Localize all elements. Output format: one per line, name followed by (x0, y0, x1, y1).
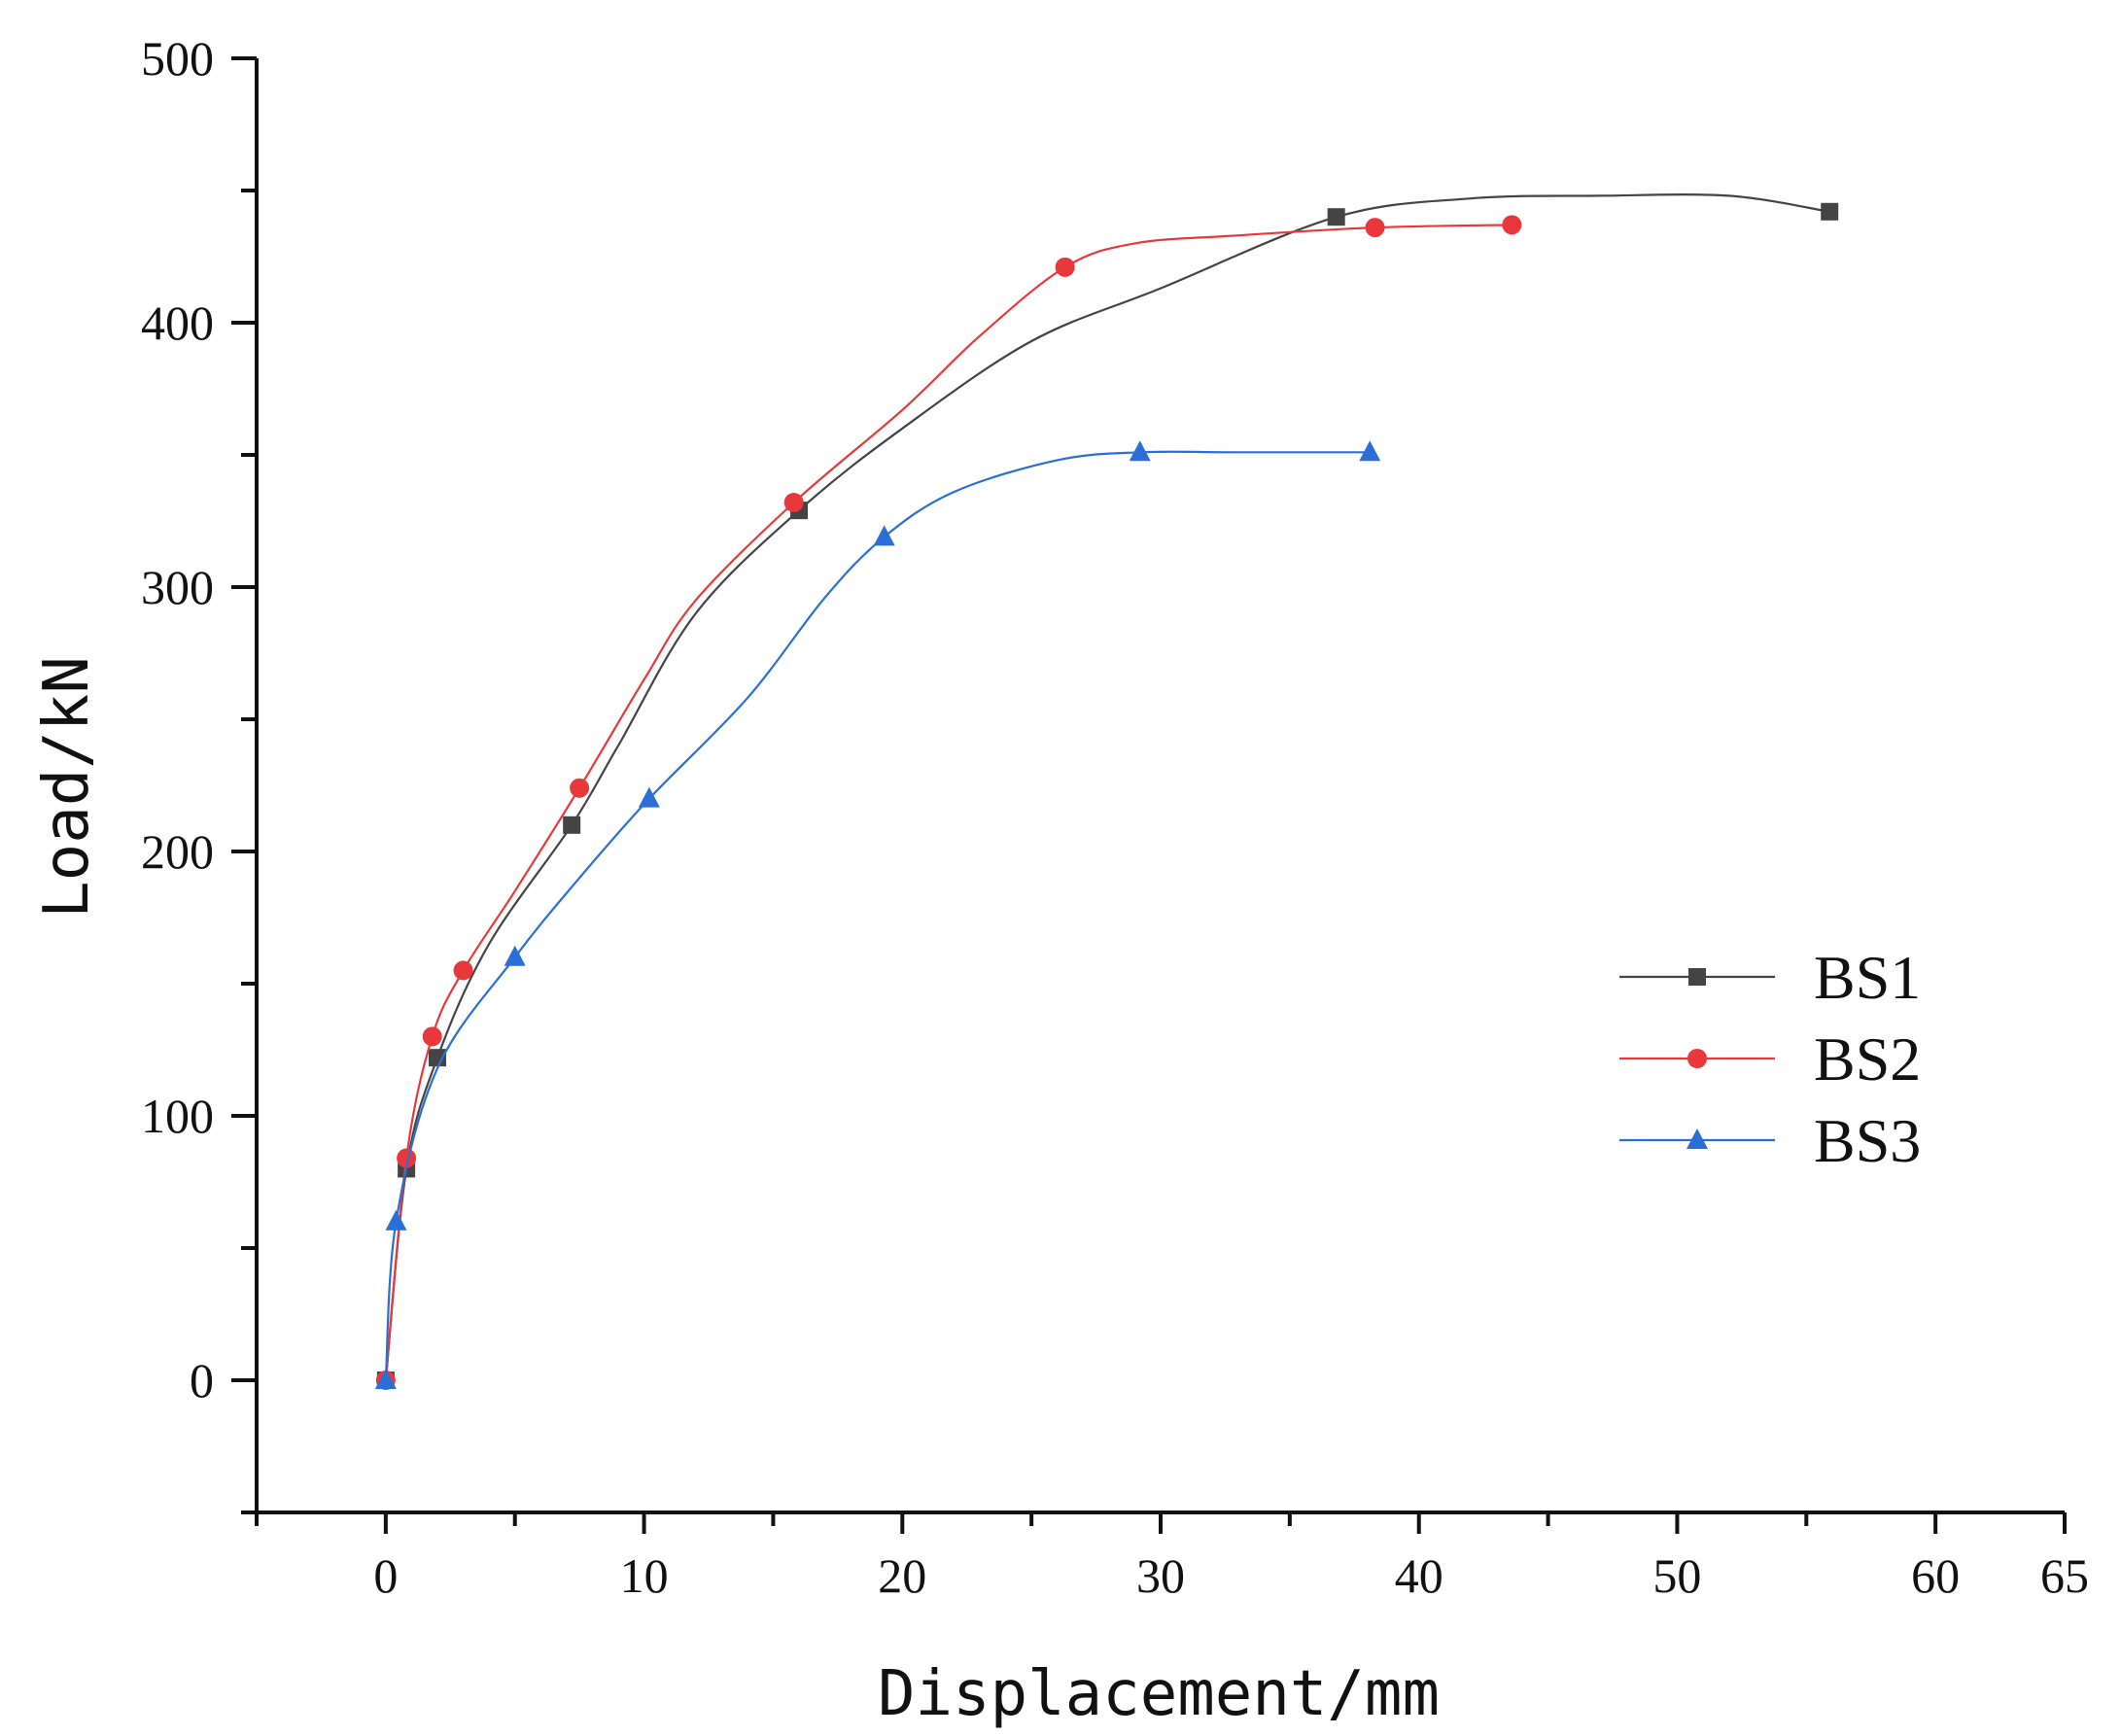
y-tick-label: 300 (141, 560, 214, 614)
series-group (374, 193, 1839, 1390)
data-point-bs2 (1365, 218, 1385, 238)
data-point-bs3 (385, 1209, 407, 1231)
data-point-bs2 (397, 1148, 417, 1168)
data-point-bs1 (563, 816, 581, 834)
x-tick-label: 20 (878, 1548, 926, 1603)
legend-item-bs1: BS1 (1619, 943, 1921, 1012)
data-point-bs2 (783, 492, 804, 512)
y-axis-title: Load/kN (31, 656, 103, 919)
y-tick-label: 400 (141, 295, 214, 350)
legend-item-bs3: BS3 (1619, 1106, 1921, 1175)
x-tick-label: 50 (1652, 1548, 1701, 1603)
x-tick-label: 0 (373, 1548, 398, 1603)
data-point-bs2 (1055, 257, 1075, 277)
y-tick-label: 0 (190, 1353, 214, 1407)
data-point-bs2 (570, 778, 590, 798)
legend-marker (1686, 1128, 1708, 1149)
legend-label: BS1 (1814, 943, 1921, 1012)
x-tick-label: 65 (2040, 1548, 2089, 1603)
series-bs3 (374, 440, 1381, 1389)
x-tick-label: 10 (620, 1548, 669, 1603)
legend-marker (1688, 968, 1706, 986)
data-point-bs2 (422, 1026, 442, 1047)
series-bs2 (375, 215, 1522, 1390)
data-point-bs3 (374, 1369, 397, 1389)
data-point-bs2 (453, 960, 473, 981)
series-line-bs1 (384, 193, 1830, 1381)
x-tick-label: 40 (1395, 1548, 1443, 1603)
legend: BS1 BS2 BS3 (1619, 943, 1921, 1175)
x-axis-title: Displacement/mm (878, 1658, 1440, 1730)
data-point-bs3 (1359, 440, 1381, 462)
legend-item-bs2: BS2 (1619, 1024, 1921, 1094)
axes (255, 58, 2065, 1514)
tick-labels: 0 10 20 30 40 50 60 65 0 100 200 300 400 500 (141, 31, 2089, 1603)
y-tick-label: 200 (141, 824, 214, 879)
x-tick-label: 60 (1911, 1548, 1960, 1603)
data-point-bs3 (638, 786, 660, 808)
series-bs1 (376, 193, 1839, 1389)
data-point-bs1 (429, 1049, 446, 1067)
data-point-bs3 (873, 525, 895, 546)
legend-label: BS2 (1814, 1024, 1921, 1094)
series-line-bs3 (384, 450, 1371, 1381)
x-tick-label: 30 (1136, 1548, 1185, 1603)
y-tick-label: 500 (141, 31, 214, 86)
series-line-bs2 (384, 224, 1513, 1381)
legend-marker (1687, 1049, 1707, 1068)
data-point-bs3 (1129, 440, 1151, 462)
y-tick-label: 100 (141, 1089, 214, 1143)
data-point-bs1 (1327, 208, 1345, 226)
data-point-bs2 (1502, 215, 1522, 235)
tick-marks (231, 56, 2067, 1534)
legend-label: BS3 (1814, 1106, 1921, 1175)
data-point-bs3 (504, 945, 526, 966)
data-point-bs1 (1821, 202, 1839, 221)
